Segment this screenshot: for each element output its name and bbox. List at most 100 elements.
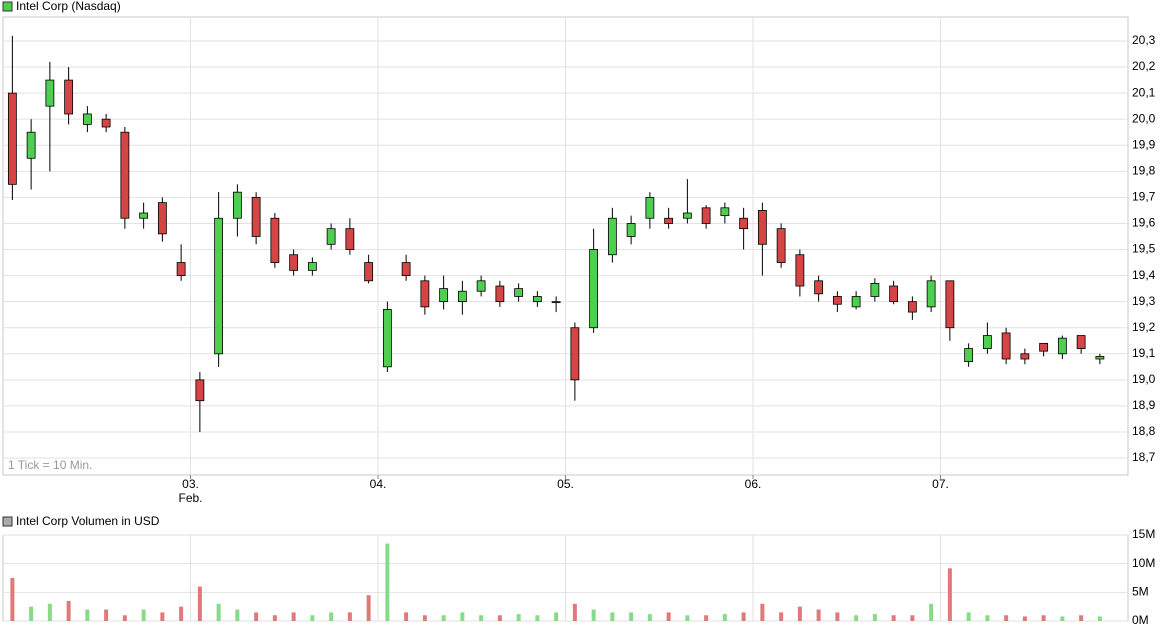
volume-bar xyxy=(141,609,146,621)
y-tick-label: 20,0 xyxy=(1132,111,1156,125)
volume-bar xyxy=(497,615,502,621)
candle-body xyxy=(514,288,524,297)
volume-bar xyxy=(947,568,952,621)
candle-body xyxy=(157,202,167,235)
candle-body xyxy=(214,217,224,355)
candle-body xyxy=(1020,353,1030,360)
candle-body xyxy=(720,207,730,217)
candle-body xyxy=(607,217,617,256)
volume-bar xyxy=(1060,616,1065,621)
legend-swatch xyxy=(2,516,13,527)
candle-body xyxy=(589,249,599,329)
volume-bar xyxy=(516,614,521,621)
volume-bar xyxy=(235,609,240,621)
y-tick-label: 5M xyxy=(1132,585,1149,599)
candle-body xyxy=(551,301,561,304)
volume-bar xyxy=(985,615,990,621)
volume-bar xyxy=(629,612,634,621)
volume-bar xyxy=(122,615,127,621)
candle-body xyxy=(1057,337,1067,355)
volume-bar xyxy=(460,612,465,621)
volume-bar xyxy=(779,612,784,621)
volume-bar xyxy=(310,615,315,621)
candle-body xyxy=(570,327,580,381)
candle-body xyxy=(82,113,92,125)
candle-body xyxy=(420,280,430,308)
volume-bar xyxy=(10,578,15,621)
candle-body xyxy=(495,285,505,303)
candle-body xyxy=(251,196,261,237)
candle-body xyxy=(682,212,692,219)
volume-bar xyxy=(272,615,277,621)
candle-body xyxy=(307,262,317,271)
volume-bar xyxy=(422,615,427,621)
y-tick-label: 20,2 xyxy=(1132,59,1156,73)
candle-body xyxy=(532,296,542,303)
month-label: Feb. xyxy=(178,491,202,505)
volume-bar xyxy=(966,612,971,621)
candle-body xyxy=(626,223,636,237)
volume-bar xyxy=(816,609,821,621)
y-tick-label: 19,7 xyxy=(1132,190,1156,204)
y-tick-label: 20,1 xyxy=(1132,85,1156,99)
y-tick-label: 19,0 xyxy=(1132,372,1156,386)
candle-body xyxy=(1095,355,1105,360)
candle-body xyxy=(1001,332,1011,360)
candle-body xyxy=(289,254,299,271)
candle-body xyxy=(45,79,55,107)
candle-body xyxy=(64,79,74,115)
y-tick-label: 0M xyxy=(1132,613,1149,627)
volume-bar xyxy=(85,609,90,621)
candle-body xyxy=(345,228,355,250)
annotation: 1 Tick = 10 Min. xyxy=(8,458,92,472)
candle-body xyxy=(945,280,955,329)
candle-body xyxy=(739,217,749,230)
y-tick-label: 19,9 xyxy=(1132,137,1156,151)
candle-body xyxy=(476,280,486,292)
y-tick-label: 18,7 xyxy=(1132,450,1156,464)
legend-swatch xyxy=(2,1,13,12)
y-tick-label: 19,8 xyxy=(1132,163,1156,177)
volume-bar xyxy=(854,615,859,621)
y-tick-label: 19,2 xyxy=(1132,320,1156,334)
x-tick-label: 04. xyxy=(370,477,387,491)
candle-body xyxy=(382,309,392,368)
candle-body xyxy=(776,228,786,263)
candle-body xyxy=(1076,335,1086,349)
volume-bar xyxy=(160,612,165,621)
volume-bar xyxy=(910,615,915,621)
volume-bar xyxy=(66,600,71,621)
volume-bar xyxy=(104,609,109,621)
candle-body xyxy=(139,212,149,219)
volume-bar xyxy=(872,614,877,621)
volume-bar xyxy=(1079,615,1084,621)
candle-body xyxy=(439,288,449,303)
candle-body xyxy=(645,196,655,219)
candle-body xyxy=(232,191,242,219)
candle-body xyxy=(795,254,805,287)
volume-bar xyxy=(254,612,259,621)
volume-bar xyxy=(179,606,184,621)
candle-body xyxy=(195,379,205,402)
volume-bar xyxy=(591,609,596,621)
volume-bar xyxy=(347,612,352,621)
volume-bar xyxy=(741,612,746,621)
volume-bar xyxy=(291,612,296,621)
candle-body xyxy=(401,262,411,276)
volume-bar xyxy=(1022,616,1027,621)
candle-body xyxy=(964,348,974,363)
volume-bar xyxy=(1097,616,1102,621)
candle-body xyxy=(26,131,36,159)
volume-bar xyxy=(216,603,221,621)
y-tick-label: 19,4 xyxy=(1132,268,1156,282)
volume-bar xyxy=(704,615,709,621)
candle-body xyxy=(364,262,374,282)
candle-body xyxy=(757,210,767,245)
candle-body xyxy=(982,335,992,349)
volume-bar xyxy=(479,615,484,621)
y-tick-label: 18,8 xyxy=(1132,424,1156,438)
volume-bar xyxy=(1004,615,1009,621)
chart-title: Intel Corp (Nasdaq) xyxy=(16,0,121,13)
candle-body xyxy=(926,280,936,308)
y-tick-label: 19,3 xyxy=(1132,294,1156,308)
